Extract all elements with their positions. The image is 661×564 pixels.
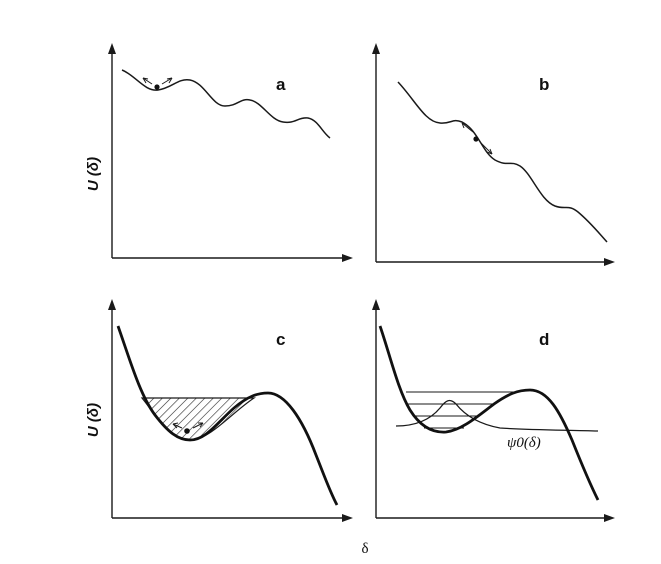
panel-b-particle xyxy=(473,136,479,142)
panel-c-left-arrow xyxy=(172,423,183,429)
panel-b-x-arrow xyxy=(604,258,615,266)
panel-b-lower-arrow xyxy=(480,142,493,155)
panel-a-y-arrow xyxy=(108,43,116,54)
panel-a-x-arrow xyxy=(342,254,353,262)
panel-d: ψ0(δ) d xyxy=(372,299,615,522)
panel-b-potential-curve xyxy=(397,81,608,243)
panel-a-left-arrow xyxy=(142,77,153,85)
bottom-y-axis-label: U (δ) xyxy=(85,403,102,437)
panel-a-right-arrow xyxy=(161,77,173,85)
panel-d-label: d xyxy=(539,330,549,349)
panel-d-wavefunction-curve xyxy=(395,399,599,432)
panel-c-right-arrow xyxy=(192,422,204,429)
panel-b: b xyxy=(372,43,615,266)
panel-c-y-arrow xyxy=(108,299,116,310)
panel-a-potential-curve xyxy=(121,69,331,139)
panel-a-label: a xyxy=(276,75,286,94)
panel-c-label: c xyxy=(276,330,285,349)
panel-c-x-arrow xyxy=(342,514,353,522)
panel-c-potential-curve xyxy=(116,325,339,506)
top-y-axis-label: U (δ) xyxy=(85,157,102,191)
panel-a: a xyxy=(108,43,353,262)
panel-c-particle xyxy=(184,428,190,434)
panel-b-y-arrow xyxy=(372,43,380,54)
panel-d-wavefunction-label: ψ0(δ) xyxy=(507,435,541,451)
panel-d-potential-curve xyxy=(378,325,600,501)
panel-b-label: b xyxy=(539,75,549,94)
panel-c: c xyxy=(108,299,353,522)
panel-a-particle xyxy=(154,84,160,90)
panel-d-y-arrow xyxy=(372,299,380,310)
panel-b-upper-arrow xyxy=(461,122,474,133)
x-axis-label: δ xyxy=(361,541,368,557)
panel-d-x-arrow xyxy=(604,514,615,522)
